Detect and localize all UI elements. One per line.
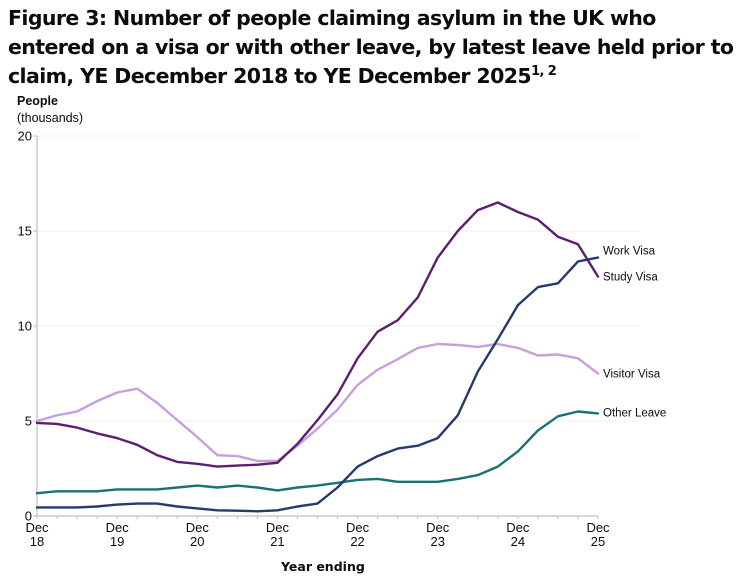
x-tick-label-month: Dec (186, 520, 210, 535)
series-label-visitor-visa: Visitor Visa (603, 369, 661, 381)
x-tick-label-month: Dec (106, 520, 130, 535)
series-label-study-visa: Study Visa (603, 272, 658, 284)
figure-title: Figure 3: Number of people claiming asyl… (8, 4, 748, 91)
series-line-study-visa (35, 201, 600, 468)
figure-title-text: Figure 3: Number of people claiming asyl… (8, 6, 734, 88)
y-tick-label: 10 (18, 319, 32, 334)
x-tick-label-month: Dec (506, 520, 530, 535)
series-labels: Other Leave Visitor Visa Work Visa Study Vi… (603, 246, 666, 420)
x-tick-label-year: 25 (591, 534, 605, 549)
y-axis-subtitle: (thousands) (17, 111, 84, 125)
y-tick-label: 0 (25, 509, 32, 524)
x-tick-label-year: 19 (110, 534, 124, 549)
y-tick-label: 20 (18, 129, 32, 144)
x-tick-label-year: 22 (350, 534, 364, 549)
series-line-other-leave (35, 410, 600, 495)
x-tick-label-year: 20 (190, 534, 204, 549)
x-tick-label-year: 23 (430, 534, 444, 549)
series-line-visitor-visa (35, 342, 600, 463)
x-tick-label-year: 21 (270, 534, 284, 549)
x-tick-label-year: 18 (30, 534, 44, 549)
gridlines (37, 135, 640, 422)
x-tick-label-year: 24 (511, 534, 525, 549)
series-line-work-visa (35, 256, 600, 513)
y-tick-label: 5 (25, 414, 32, 429)
x-tick-label-month: Dec (426, 520, 450, 535)
x-tick-label-month: Dec (266, 520, 290, 535)
x-axis-title: Year ending (281, 559, 365, 574)
x-tick-label-month: Dec (25, 520, 49, 535)
footnote-marker: 1, 2 (531, 64, 557, 80)
y-axis-title: People (17, 94, 58, 108)
series-lines (35, 201, 600, 513)
y-axis: 0 5 10 15 20 (18, 129, 38, 524)
y-tick-label: 15 (18, 224, 32, 239)
x-tick-label-month: Dec (346, 520, 370, 535)
x-tick-label-month: Dec (586, 520, 610, 535)
series-label-work-visa: Work Visa (603, 246, 656, 258)
series-label-other-leave: Other Leave (603, 407, 666, 419)
